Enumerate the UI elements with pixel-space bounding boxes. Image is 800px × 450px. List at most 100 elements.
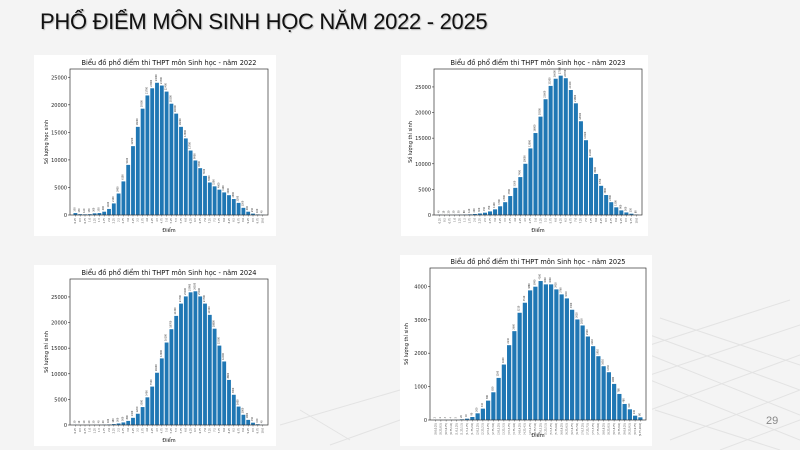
- x-tick-label: 7.0: [575, 218, 578, 222]
- bar-value-label: 5400: [145, 390, 148, 396]
- bar-value-label: 2200: [237, 195, 240, 201]
- bar: [97, 213, 102, 215]
- x-tick-label: [9.75,10.0]: [639, 423, 642, 436]
- x-tick-label: 1.0: [89, 428, 92, 432]
- bar: [573, 103, 578, 215]
- x-tick-label: [6.5,6.75): [571, 423, 574, 435]
- bar-value-label: 21800: [574, 94, 577, 102]
- bar: [622, 403, 627, 420]
- bar-value-label: 10: [443, 210, 446, 213]
- y-axis-label: Số lượng thí sinh: [407, 121, 414, 163]
- bar-value-label: 3900: [604, 187, 607, 193]
- x-tick-label: 1.25: [93, 218, 96, 224]
- x-tick-label: 7.5: [213, 428, 216, 432]
- bar-value-label: 300: [117, 417, 120, 422]
- x-tick-label: 0.5: [79, 428, 82, 432]
- bar-value-label: 40: [261, 420, 264, 423]
- y-axis-label: Số lượng thí sinh: [403, 323, 410, 365]
- chart-title: Biểu đồ phổ điểm thi THPT môn Sinh học -…: [81, 268, 256, 277]
- bar: [498, 206, 503, 215]
- bar: [638, 417, 643, 420]
- bar: [121, 181, 126, 215]
- y-tick-label: 2000: [414, 351, 427, 357]
- bar-value-label: 90: [470, 412, 473, 415]
- bar: [203, 303, 207, 425]
- bar: [174, 113, 179, 215]
- x-tick-label: 2.5: [117, 428, 120, 432]
- x-tick-label: [0.75,1.0): [450, 423, 453, 435]
- bar-value-label: 780: [617, 388, 620, 393]
- y-tick-label: 0: [424, 418, 427, 424]
- x-tick-label: 6.25: [189, 428, 192, 434]
- bar: [169, 103, 174, 215]
- bar-value-label: 3510: [523, 295, 526, 301]
- plot-frame: [429, 267, 647, 421]
- bar: [614, 207, 619, 215]
- bar-value-label: 800: [126, 415, 129, 420]
- y-tick-label: 15000: [415, 136, 431, 142]
- bar: [594, 174, 599, 215]
- x-axis-label: Điểm: [162, 437, 175, 444]
- bar: [179, 126, 183, 215]
- x-tick-label: [3.75,4.0): [513, 423, 516, 435]
- bar: [145, 95, 150, 215]
- x-tick-label: 1.5: [98, 428, 101, 432]
- bar-value-label: 3300: [570, 302, 573, 308]
- x-tick-label: [0.25,0.5): [440, 423, 443, 435]
- bar-value-label: 26700: [564, 69, 567, 77]
- x-tick-label: 0.5: [443, 218, 446, 222]
- bar-value-label: 21300: [174, 307, 177, 315]
- bar-value-label: 18300: [579, 112, 582, 120]
- x-tick-label: [1.0,1.25): [455, 423, 458, 435]
- bar: [231, 199, 236, 215]
- bar-value-label: 300: [93, 207, 96, 212]
- bar-value-label: 14600: [584, 131, 587, 139]
- x-tick-label: [7.5,7.75): [592, 423, 595, 435]
- bar: [533, 286, 538, 420]
- bar-value-label: 21700: [145, 86, 148, 94]
- bar: [227, 379, 231, 425]
- y-tick-label: 10000: [51, 158, 67, 164]
- bar: [508, 196, 513, 215]
- bar: [480, 408, 485, 420]
- bar-value-label: 5: [455, 416, 458, 418]
- x-tick-label: 8.5: [233, 218, 236, 222]
- bar: [193, 160, 198, 215]
- x-tick-label: [6.0,6.25): [560, 423, 563, 435]
- bar-value-label: 8800: [227, 372, 230, 378]
- bar-value-label: 16000: [179, 118, 182, 126]
- bar-value-label: 700: [488, 205, 491, 210]
- x-tick-label: [3.25,3.5): [503, 423, 506, 435]
- bar-value-label: 500: [624, 206, 627, 211]
- x-tick-label: 7.75: [218, 218, 221, 224]
- bar: [155, 82, 159, 215]
- bar-value-label: 1500: [614, 200, 617, 206]
- bar: [570, 309, 575, 420]
- x-tick-label: [8.0,8.25): [602, 423, 605, 435]
- y-axis-label: Số lượng học sinh: [43, 120, 50, 164]
- bar-value-label: 3600: [227, 187, 230, 193]
- bar: [102, 211, 107, 215]
- x-tick-label: 4.0: [146, 428, 149, 432]
- bar-value-label: 12400: [222, 352, 225, 360]
- bar-value-label: 3910: [554, 282, 557, 288]
- bar-value-label: 13900: [184, 129, 187, 137]
- bar-value-label: 27200: [559, 67, 562, 75]
- bar-value-label: 1100: [493, 202, 496, 208]
- x-tick-label: 9.75: [257, 428, 260, 434]
- bar-value-label: 4100: [222, 185, 225, 191]
- x-tick-label: [2.25,2.5): [482, 423, 485, 435]
- x-tick-label: 2.0: [474, 218, 477, 222]
- bar-value-label: 4: [449, 416, 452, 418]
- x-tick-label: [0.5,0.75): [445, 423, 448, 435]
- x-tick-label: 2.25: [113, 428, 116, 434]
- bar: [246, 419, 251, 425]
- bar-value-label: 3640: [565, 291, 568, 297]
- bar: [491, 392, 496, 420]
- bar: [155, 372, 159, 425]
- x-tick-label: 6.25: [560, 218, 563, 224]
- x-tick-label: 2.0: [108, 428, 111, 432]
- bar-value-label: 30: [453, 210, 456, 213]
- y-tick-label: 5000: [54, 185, 67, 191]
- bar: [517, 312, 522, 420]
